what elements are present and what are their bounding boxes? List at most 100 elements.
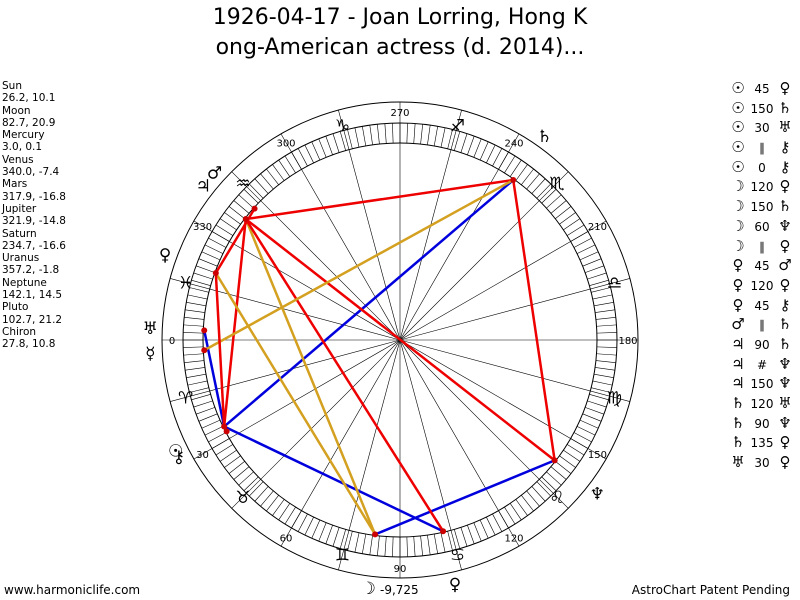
- planet-coords: 321.9, -14.8: [2, 215, 66, 228]
- planet-name: Venus: [2, 153, 34, 166]
- degree-tick: [362, 126, 367, 147]
- planet-name: Moon: [2, 104, 31, 117]
- degree-label: 90: [394, 564, 407, 575]
- aspect-type: ∥: [759, 318, 765, 333]
- degree-tick: [325, 525, 333, 545]
- degree-tick: [369, 535, 373, 555]
- degree-tick: [284, 506, 296, 525]
- aspect-type: 90: [754, 337, 770, 352]
- degree-label: 150: [588, 450, 607, 461]
- planet-dot: [201, 347, 208, 354]
- degree-tick: [587, 272, 607, 280]
- degree-tick: [550, 466, 567, 480]
- degree-tick: [284, 155, 296, 174]
- degree-label: 270: [390, 108, 409, 119]
- degree-tick: [311, 519, 321, 539]
- planet-name: Neptune: [2, 276, 47, 289]
- aspect-row: ♂ ∥ ♄: [728, 315, 794, 335]
- aspect-type: 120: [750, 278, 774, 293]
- spoke-line: [193, 339, 401, 460]
- degree-tick: [447, 129, 453, 149]
- degree-tick: [406, 123, 408, 144]
- aspect-row: ♄ 135 ♀: [728, 433, 794, 453]
- degree-tick: [467, 135, 475, 155]
- degree-tick: [278, 503, 291, 521]
- degree-tick: [596, 353, 617, 356]
- aspect-planet-1: ♃: [731, 354, 745, 373]
- website-link[interactable]: www.harmoniclife.com: [4, 583, 141, 597]
- degree-label: 240: [504, 139, 523, 150]
- aspect-row: ☉ 30 ♅: [728, 118, 794, 138]
- planet-dot: [510, 177, 517, 184]
- degree-tick: [509, 503, 522, 521]
- degree-tick: [362, 533, 367, 554]
- degree-tick: [492, 513, 503, 532]
- aspect-row: ♃ 90 ♄: [728, 335, 794, 355]
- aspect-planet-1: ☉: [731, 98, 745, 117]
- aspect-row: ☽ 60 ♆: [728, 217, 794, 237]
- degree-tick: [201, 251, 221, 261]
- planet-coords: 27.8, 10.8: [2, 338, 56, 351]
- planet-glyph-icon: ♀: [159, 245, 171, 265]
- aspect-planet-1: ♄: [731, 433, 745, 452]
- aspect-planet-2: ♂: [778, 256, 792, 275]
- planet-glyph-icon: ☉: [168, 441, 183, 461]
- aspect-planet-2: ♆: [778, 216, 792, 235]
- zodiac-sign-icon: ♑: [335, 117, 350, 137]
- degree-label: 0: [169, 336, 175, 347]
- degree-tick: [555, 461, 572, 474]
- degree-tick: [224, 455, 241, 468]
- degree-tick: [492, 148, 503, 167]
- degree-tick: [585, 265, 605, 273]
- spoke-line: [399, 339, 607, 460]
- aspect-type: ∥: [759, 141, 765, 156]
- aspect-planet-2: ♀: [779, 79, 791, 97]
- degree-tick: [193, 400, 213, 408]
- planet-dot: [223, 428, 230, 435]
- aspect-row: ☉ ∥ ⚷: [728, 138, 794, 158]
- degree-tick: [311, 141, 321, 161]
- degree-tick: [573, 237, 592, 248]
- planet-glyph-icon: ♄: [537, 127, 552, 147]
- degree-label: 180: [618, 336, 637, 347]
- spoke-line: [280, 339, 401, 547]
- center-value-label: -9,725: [380, 583, 419, 597]
- planet-name: Jupiter: [2, 202, 37, 215]
- aspect-planet-1: ♄: [731, 394, 745, 412]
- degree-tick: [392, 536, 394, 557]
- degree-tick: [201, 419, 221, 429]
- degree-tick: [318, 522, 327, 542]
- aspect-planet-1: ♃: [731, 374, 745, 393]
- degree-tick: [576, 244, 596, 254]
- degree-tick: [579, 251, 599, 261]
- degree-tick: [249, 183, 264, 199]
- degree-tick: [479, 519, 489, 539]
- degree-tick: [531, 486, 546, 502]
- aspect-planet-2: ♆: [778, 413, 792, 432]
- chart-title-line-1: 1926-04-17 - Joan Lorring, Hong K: [212, 5, 588, 30]
- degree-tick: [204, 426, 224, 436]
- degree-tick: [198, 258, 218, 267]
- aspect-type: 150: [750, 200, 774, 215]
- degree-tick: [243, 189, 259, 204]
- degree-tick: [531, 178, 546, 194]
- degree-tick: [377, 124, 380, 145]
- degree-tick: [595, 367, 615, 371]
- degree-tick: [592, 294, 613, 300]
- degree-tick: [440, 127, 446, 148]
- planet-name: Chiron: [2, 325, 37, 338]
- degree-tick: [582, 258, 602, 267]
- degree-tick: [486, 516, 496, 536]
- aspect-line: [223, 179, 515, 428]
- degree-tick: [420, 535, 423, 556]
- degree-tick: [504, 155, 516, 174]
- degree-tick: [589, 279, 609, 286]
- degree-tick: [260, 490, 274, 507]
- degree-tick: [243, 476, 259, 491]
- planet-glyph-icon: ⚷: [173, 448, 185, 468]
- aspect-planet-1: ☉: [731, 79, 745, 97]
- degree-tick: [559, 455, 576, 468]
- planet-name: Sun: [2, 80, 22, 92]
- aspect-planet-2: ♄: [778, 315, 792, 334]
- aspect-row: ♀ 120 ♀: [728, 276, 794, 296]
